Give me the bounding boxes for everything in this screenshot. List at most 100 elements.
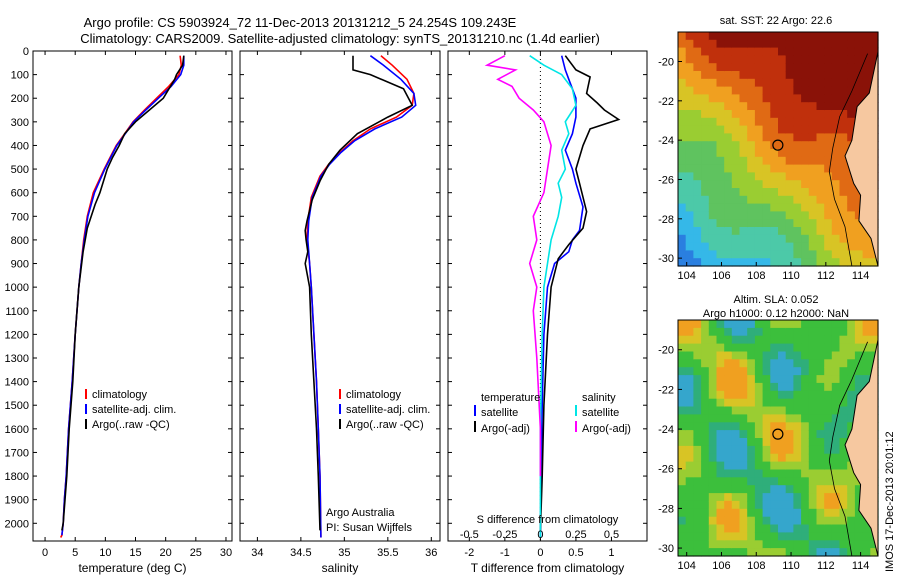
map-cell	[839, 39, 848, 49]
map-cell	[754, 390, 764, 400]
map-cell	[739, 540, 748, 549]
map-cell	[778, 532, 787, 541]
map-cell	[801, 327, 810, 337]
map-cell	[685, 335, 694, 345]
map-cell	[816, 219, 825, 228]
map-cell	[824, 343, 833, 353]
map-cell	[724, 39, 733, 49]
map-cell	[708, 532, 718, 541]
map-cell	[762, 485, 771, 494]
map-cell	[724, 469, 733, 478]
map-cell	[854, 242, 864, 251]
map-cell	[685, 516, 694, 526]
map-cell	[685, 351, 694, 360]
map-cell	[839, 453, 848, 463]
map-cell	[816, 422, 825, 431]
map-cell	[747, 390, 756, 400]
map-cell	[808, 532, 818, 541]
legend-label: climatology	[92, 389, 148, 401]
map-cell	[854, 343, 864, 353]
map-cell	[739, 335, 748, 345]
map-cell	[824, 532, 833, 541]
map-cell	[847, 477, 856, 486]
map-cell	[793, 94, 802, 103]
map-cell	[762, 63, 771, 72]
map-cell	[808, 78, 818, 88]
map-cell	[678, 493, 687, 502]
map-cell	[824, 141, 833, 150]
map-cell	[808, 320, 818, 329]
map-cell	[778, 188, 787, 197]
map-cell	[747, 548, 756, 557]
map-cell	[693, 375, 702, 384]
map-cell	[808, 149, 818, 158]
map-cell	[847, 485, 856, 494]
map-cell	[708, 406, 718, 415]
map-cell	[778, 86, 787, 95]
map-cell	[678, 258, 687, 267]
map-cell	[824, 156, 833, 166]
map-cell	[701, 500, 710, 510]
map-cell	[693, 110, 702, 119]
map-cell	[731, 516, 741, 526]
map-cell	[731, 63, 741, 72]
map-cell	[801, 375, 810, 384]
map-cell	[808, 211, 818, 220]
x-tick-label: 25	[190, 547, 202, 559]
map-cell	[708, 469, 718, 478]
map-cell	[678, 422, 687, 431]
map-cell	[801, 258, 810, 267]
map-cell	[824, 477, 833, 486]
map-cell	[754, 398, 764, 408]
map-cell	[793, 406, 802, 415]
map-cell	[839, 71, 848, 80]
map-cell	[708, 382, 718, 392]
map-cell	[847, 500, 856, 510]
map-cell	[831, 39, 841, 49]
map-cell	[847, 524, 856, 533]
map-cell	[701, 32, 710, 41]
map-cell	[785, 382, 794, 392]
map-cell	[831, 453, 841, 463]
map-cell	[701, 359, 710, 368]
map-cell	[747, 234, 756, 244]
map-cell	[854, 367, 864, 376]
map-cell	[816, 250, 825, 259]
map-cell	[824, 39, 833, 49]
map-cell	[716, 461, 725, 471]
map-cell	[808, 117, 818, 127]
map-cell	[793, 438, 802, 447]
map-cell	[708, 102, 718, 111]
map-cell	[724, 172, 733, 181]
map-cell	[693, 39, 702, 49]
map-cell	[754, 71, 764, 80]
map-cell	[708, 335, 718, 345]
map-cell	[693, 351, 702, 360]
map-cell	[701, 327, 710, 337]
map-cell	[739, 172, 748, 181]
map-cell	[685, 548, 694, 557]
map-cell	[693, 211, 702, 220]
map-cell	[747, 375, 756, 384]
map-cell	[785, 156, 794, 166]
map-cell	[847, 188, 856, 197]
map-cell	[770, 477, 779, 486]
map-cell	[724, 327, 733, 337]
map-cell	[816, 524, 825, 533]
map-cell	[693, 47, 702, 56]
map-cell	[739, 250, 748, 259]
map-cell	[862, 532, 871, 541]
map-cell	[716, 211, 725, 220]
map-cell	[824, 258, 833, 267]
map-cell	[731, 133, 741, 142]
map-cell	[824, 469, 833, 478]
title-line2: Climatology: CARS2009. Satellite-adjuste…	[80, 31, 600, 46]
map-cell	[824, 125, 833, 134]
top-tick-label: -0.25	[492, 529, 517, 541]
map-cell	[754, 524, 764, 533]
map-cell	[793, 102, 802, 111]
map-cell	[831, 227, 841, 236]
map-cell	[831, 242, 841, 251]
map-cell	[831, 445, 841, 455]
map-cell	[731, 180, 741, 189]
